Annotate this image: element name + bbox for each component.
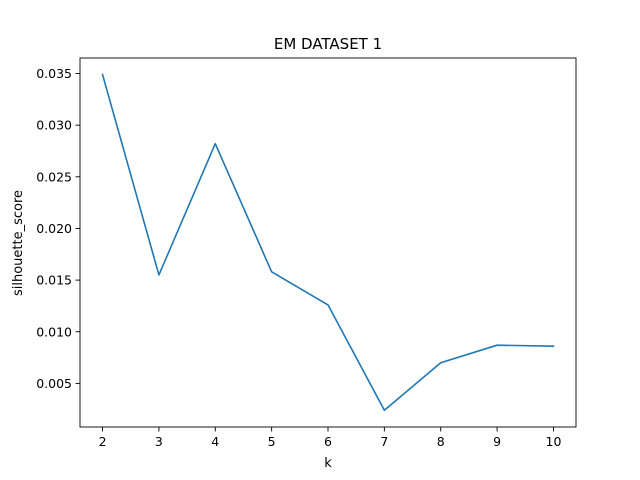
- axes-frame: [79, 57, 577, 428]
- y-tick-label: 0.020: [36, 221, 72, 236]
- plot-area: [79, 57, 577, 428]
- series-line-1: [101, 73, 555, 412]
- y-tick-label: 0.025: [36, 169, 72, 184]
- y-axis-label: silhouette_score: [11, 190, 26, 296]
- y-tick-label: 0.030: [36, 118, 72, 133]
- x-tick-label: 6: [324, 434, 332, 449]
- y-tick-label: 0.005: [36, 376, 72, 391]
- x-tick-label: 5: [268, 434, 276, 449]
- x-tick-label: 8: [437, 434, 445, 449]
- x-axis-ticks: 2 3 4 5 6 7 8 9 10: [99, 427, 562, 449]
- x-tick-label: 2: [99, 434, 107, 449]
- x-tick-label: 3: [155, 434, 163, 449]
- x-tick-label: 9: [493, 434, 501, 449]
- x-tick-label: 7: [380, 434, 388, 449]
- y-axis-ticks: 0.005 0.010 0.015 0.020 0.025 0.030 0.035: [36, 66, 80, 391]
- y-tick-label: 0.015: [36, 273, 72, 288]
- chart-title: EM DATASET 1: [274, 35, 382, 53]
- y-tick-label: 0.010: [36, 324, 72, 339]
- x-tick-label: 4: [211, 434, 219, 449]
- y-tick-label: 0.035: [36, 66, 72, 81]
- x-tick-label: 10: [546, 434, 562, 449]
- x-axis-label: k: [324, 456, 332, 471]
